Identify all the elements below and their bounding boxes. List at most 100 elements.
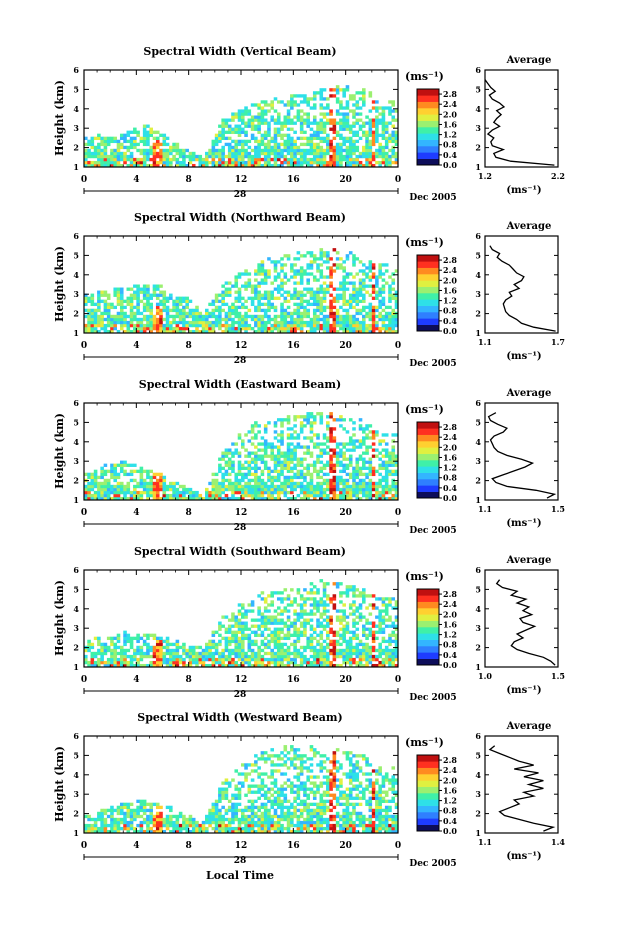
heatmap-cell xyxy=(316,639,320,644)
heatmap-cell xyxy=(319,487,324,492)
heatmap-cell xyxy=(381,115,386,119)
heatmap-cell xyxy=(195,326,199,331)
y-axis-label: Height (km) xyxy=(53,80,66,156)
heatmap-cell xyxy=(326,636,330,641)
heatmap-cell xyxy=(224,460,229,464)
heatmap-cell xyxy=(234,320,239,325)
heatmap-cell xyxy=(260,151,265,156)
heatmap-cell xyxy=(296,463,301,467)
heatmap-cell xyxy=(234,651,239,656)
heatmap-cell xyxy=(211,302,216,307)
heatmap-cell xyxy=(326,660,330,665)
heatmap-cell xyxy=(155,160,160,165)
heatmap-cell xyxy=(296,94,301,98)
heatmap-cell xyxy=(97,496,101,501)
heatmap-cell xyxy=(103,484,108,489)
heatmap-cell xyxy=(159,484,163,489)
heatmap-cell xyxy=(276,296,281,300)
heatmap-cell xyxy=(332,323,337,328)
heatmap-cell xyxy=(260,469,265,474)
heatmap-cell xyxy=(237,323,242,328)
heatmap-cell xyxy=(322,154,327,159)
heatmap-cell xyxy=(293,639,297,644)
heatmap-cell xyxy=(312,106,317,110)
heatmap-cell xyxy=(332,329,337,334)
heatmap-cell xyxy=(339,263,343,267)
heatmap-cell xyxy=(296,618,301,622)
heatmap-cell xyxy=(371,290,376,294)
heatmap-cell xyxy=(276,130,281,134)
heatmap-cell xyxy=(211,478,216,483)
heatmap-cell xyxy=(358,118,363,122)
heatmap-cell xyxy=(391,109,396,113)
heatmap-cell xyxy=(299,127,304,131)
day-label: 28 xyxy=(234,190,247,200)
heatmap-cell xyxy=(162,478,167,483)
heatmap-cell xyxy=(388,109,392,113)
heatmap-cell xyxy=(191,660,196,665)
heatmap-cell xyxy=(234,157,239,162)
heatmap-cell xyxy=(290,469,294,474)
heatmap-cell xyxy=(352,275,356,279)
heatmap-cell xyxy=(149,317,153,322)
heatmap-cell xyxy=(84,654,88,659)
heatmap-cell xyxy=(306,323,310,328)
heatmap-cell xyxy=(250,663,255,668)
heatmap-cell xyxy=(178,311,183,316)
heatmap-cell xyxy=(224,302,229,307)
heatmap-cell xyxy=(273,157,278,162)
heatmap-cell xyxy=(129,302,134,307)
heatmap-cell xyxy=(316,308,320,313)
heatmap-cell xyxy=(391,487,396,492)
heatmap-cell xyxy=(250,460,255,464)
heatmap-cell xyxy=(312,118,317,122)
heatmap-cell xyxy=(293,657,297,662)
heatmap-cell xyxy=(283,154,288,159)
heatmap-cell xyxy=(384,269,389,273)
heatmap-cell xyxy=(87,163,91,168)
heatmap-cell xyxy=(97,163,101,168)
heatmap-cell xyxy=(273,484,278,489)
heatmap-cell xyxy=(319,290,324,294)
heatmap-cell xyxy=(303,451,307,455)
heatmap-cell xyxy=(267,151,271,156)
heatmap-cell xyxy=(165,311,170,316)
heatmap-cell xyxy=(257,148,261,153)
heatmap-cell xyxy=(290,329,294,334)
heatmap-cell xyxy=(342,118,346,122)
heatmap-cell xyxy=(250,651,255,656)
heatmap-cell xyxy=(178,160,183,165)
heatmap-cell xyxy=(368,484,373,489)
heatmap-cell xyxy=(136,663,140,668)
heatmap-cell xyxy=(224,287,229,291)
heatmap-cell xyxy=(286,103,291,107)
heatmap-cell xyxy=(368,145,373,150)
heatmap-cell xyxy=(224,496,229,501)
heatmap-cell xyxy=(332,484,337,489)
heatmap-cell xyxy=(286,254,291,258)
heatmap-cell xyxy=(280,293,284,297)
heatmap-cell xyxy=(139,645,144,650)
heatmap-cell xyxy=(362,466,366,470)
heatmap-cell xyxy=(267,442,271,446)
heatmap-cell xyxy=(205,663,209,668)
heatmap-cell xyxy=(270,594,275,598)
colorbar-swatch xyxy=(417,312,439,319)
heatmap-cell xyxy=(358,269,363,273)
heatmap-cell xyxy=(322,151,327,156)
heatmap-cell xyxy=(348,457,353,461)
heatmap-cell xyxy=(312,151,317,156)
heatmap-cell xyxy=(211,157,216,162)
heatmap-cell xyxy=(296,145,301,150)
heatmap-cell xyxy=(365,490,369,495)
heatmap-cell xyxy=(355,633,360,637)
heatmap-cell xyxy=(208,151,212,156)
heatmap-cell xyxy=(155,481,160,486)
profile-y-tick-label: 5 xyxy=(475,250,481,260)
heatmap-cell xyxy=(276,272,281,276)
heatmap-cell xyxy=(332,490,337,495)
heatmap-cell xyxy=(348,127,353,131)
heatmap-cell xyxy=(149,469,153,474)
heatmap-cell xyxy=(381,272,386,276)
heatmap-cell xyxy=(326,624,330,628)
